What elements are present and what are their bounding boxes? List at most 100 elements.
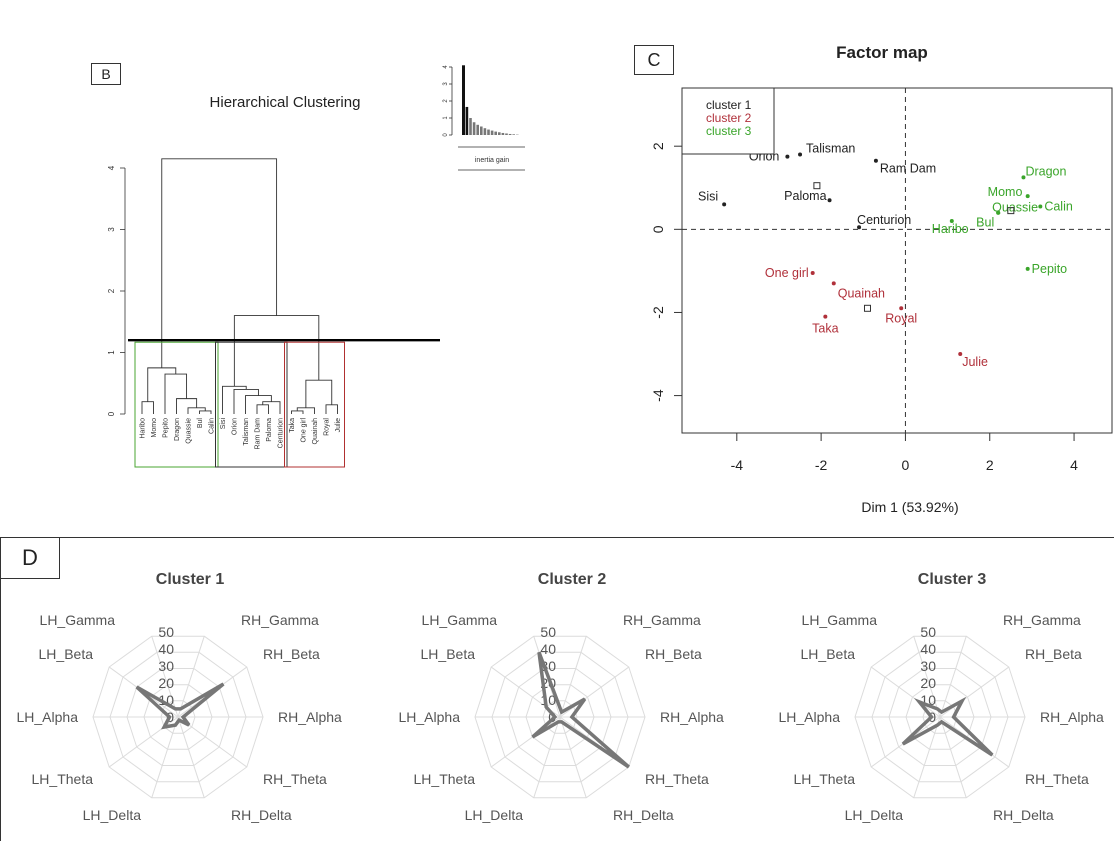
radar-ring-label: 20 <box>158 675 174 691</box>
point-label: Bul <box>976 216 994 230</box>
radar-axis-label: LH_Alpha <box>399 709 461 725</box>
point-label: Pepito <box>1032 262 1067 276</box>
radar-axis-label: RH_Theta <box>263 771 327 787</box>
radar-title: Cluster 3 <box>918 571 987 588</box>
point-label: Momo <box>988 185 1023 199</box>
inertia-bar <box>483 128 487 135</box>
radar-axis-label: RH_Delta <box>613 807 674 823</box>
point-calin <box>1038 204 1043 209</box>
radar-axis-label: LH_Delta <box>465 807 524 823</box>
point-label: Sisi <box>698 189 718 203</box>
radar-ring-label: 40 <box>920 641 936 657</box>
centroid-marker <box>813 182 821 190</box>
panel-d-label: D <box>0 537 60 579</box>
point-label: Julie <box>962 355 988 369</box>
inertia-bar <box>472 122 476 135</box>
radar-spoke <box>151 716 179 798</box>
cluster-box <box>134 341 219 468</box>
inertia-bar <box>505 133 508 135</box>
leaf-label: Quassie <box>186 418 193 444</box>
radar-axis-label: LH_Beta <box>421 646 476 662</box>
y-tick-label: 0 <box>650 225 666 233</box>
y-tick-label: -2 <box>650 306 666 319</box>
radar-series-line <box>901 696 994 757</box>
inertia-bar <box>508 133 512 135</box>
point-sisi <box>722 202 727 207</box>
leaf-label: Haribo <box>140 418 147 439</box>
radar-ring-label: 30 <box>158 658 174 674</box>
inertia-tick-label: 4 <box>443 65 449 69</box>
inertia-bar <box>480 126 483 135</box>
y-tick-label: 4 <box>107 165 116 170</box>
centroid-marker <box>1007 207 1015 215</box>
dendrogram-leaf-labels: Haribo Momo Pepito Dragon Quassie Bul Calin Sis… <box>140 418 343 450</box>
point-label: Talisman <box>806 142 855 156</box>
radar-cluster-2: Cluster 201020304050RH_GammaRH_BetaRH_Al… <box>399 571 725 823</box>
legend-entry: cluster 1 <box>706 98 752 112</box>
leaf-label: Momo <box>151 418 158 438</box>
point-label: Paloma <box>784 189 826 203</box>
radar-spoke <box>939 666 1010 718</box>
merge-cluster2 <box>305 379 333 408</box>
point-haribo <box>949 219 954 224</box>
leaf-label: Paloma <box>266 418 273 442</box>
leaf-label: Royal <box>324 418 331 436</box>
radar-axis-label: RH_Gamma <box>1003 612 1081 628</box>
radar-axis-label: LH_Alpha <box>779 709 841 725</box>
point-dragon <box>1021 175 1026 180</box>
legend-entry: cluster 2 <box>706 111 752 125</box>
point-momo <box>1025 194 1030 199</box>
y-tick-label: 3 <box>107 227 116 232</box>
radar-spoke <box>870 666 941 718</box>
leaf-label: Julie <box>335 418 342 433</box>
factor-map-xlabel: Dim 1 (53.92%) <box>861 499 958 515</box>
x-tick-label: 4 <box>1070 457 1078 473</box>
point-label: Dragon <box>1025 164 1066 178</box>
radar-axis-label: RH_Beta <box>263 646 320 662</box>
panel-b-label: B <box>91 63 121 85</box>
dendrogram-title: Hierarchical Clustering <box>210 94 361 111</box>
radar-axis-label: RH_Alpha <box>278 709 342 725</box>
inertia-bar <box>462 65 465 135</box>
radar-series-line <box>135 682 225 730</box>
radar-axis-label: LH_Gamma <box>802 612 878 628</box>
point-one-girl <box>810 270 815 275</box>
radar-axis-label: LH_Delta <box>845 807 904 823</box>
leaf-label: Pepito <box>163 418 170 438</box>
merge-pepito <box>164 373 188 414</box>
point-orion <box>785 154 790 159</box>
legend-box <box>681 87 775 155</box>
y-tick-label: 2 <box>107 288 116 293</box>
point-centurion <box>857 225 862 230</box>
point-pepito <box>1025 266 1030 271</box>
inertia-bar <box>469 118 472 135</box>
radar-ring-label: 0 <box>548 709 556 725</box>
point-label: Haribo <box>932 222 969 236</box>
point-label: Taka <box>812 322 838 336</box>
point-label: Quainah <box>838 286 885 300</box>
radar-spoke <box>559 716 587 798</box>
point-label: Centurion <box>857 213 911 227</box>
radar-axis-label: RH_Alpha <box>660 709 724 725</box>
merge-dragon <box>176 398 198 414</box>
radar-ring-label: 50 <box>158 624 174 640</box>
radar-spoke <box>939 716 967 798</box>
factor-map-chart: Factor map -4 -2 0 2 420-2-4 TalismanOrionRa… <box>650 43 1113 515</box>
radar-series-line <box>531 651 630 769</box>
point-label: One girl <box>765 266 809 280</box>
merge-root <box>161 158 278 368</box>
radar-axis-label: RH_Gamma <box>241 612 319 628</box>
radar-axis-label: RH_Beta <box>645 646 702 662</box>
y-tick-label: 0 <box>107 411 116 416</box>
radar-title: Cluster 2 <box>538 571 607 588</box>
radar-spoke <box>490 716 561 768</box>
y-tick-label: 2 <box>650 142 666 150</box>
radar-ring-label: 50 <box>920 624 936 640</box>
y-tick-label: -4 <box>650 389 666 402</box>
radar-ring-label: 30 <box>920 658 936 674</box>
radar-axis-label: LH_Gamma <box>40 612 116 628</box>
x-tick-label: 0 <box>902 457 910 473</box>
inertia-bar <box>487 129 490 135</box>
radar-ring-label: 40 <box>540 641 556 657</box>
leaf-label: Centurion <box>278 418 285 448</box>
